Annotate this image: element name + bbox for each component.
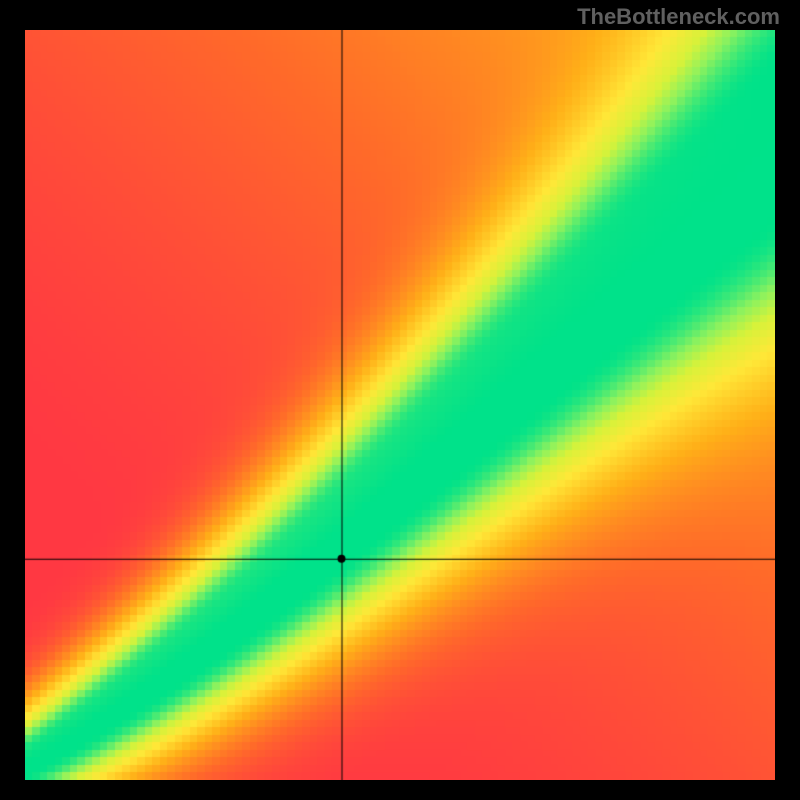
heatmap-canvas [25,30,775,780]
chart-container: TheBottleneck.com [0,0,800,800]
watermark-label: TheBottleneck.com [577,4,780,30]
